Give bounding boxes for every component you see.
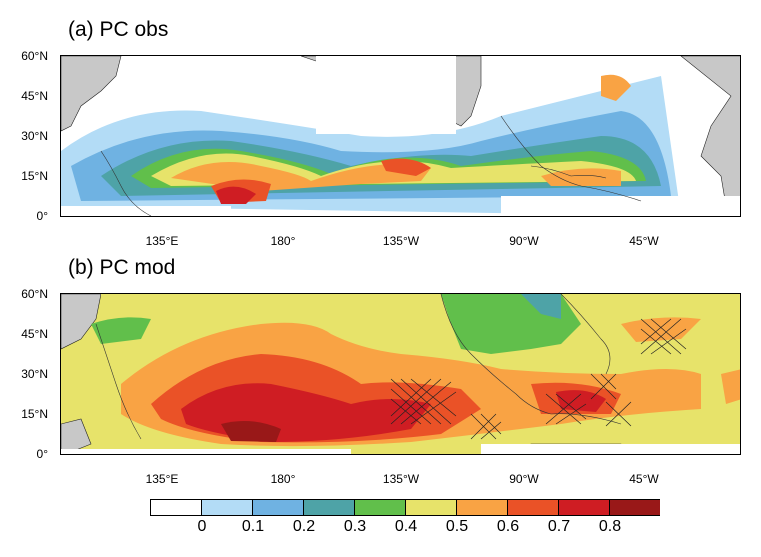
lon-label: 90°W (509, 472, 539, 486)
lon-label: 180° (270, 472, 296, 486)
lon-label: 135°W (382, 234, 420, 248)
lon-label: 45°W (629, 234, 659, 248)
panel-a-title: (a) PC obs (68, 18, 169, 41)
lon-label: 135°W (382, 472, 420, 486)
coastlines-mod (95, 294, 622, 440)
lat-label: 30°N (21, 129, 48, 143)
coastlines-obs (100, 115, 642, 216)
colorbar-swatch (354, 499, 406, 516)
lat-label: 60°N (21, 49, 48, 63)
lat-label: 60°N (21, 287, 48, 301)
colorbar-label: 0.2 (292, 518, 316, 535)
colorbar-swatch (405, 499, 457, 516)
colorbar-swatch (201, 499, 253, 516)
lat-label: 45°N (21, 89, 48, 103)
colorbar-swatch (558, 499, 610, 516)
colorbar-label: 0.4 (394, 518, 418, 535)
colorbar-label: 0.1 (241, 518, 265, 535)
colorbar-label: 0.5 (445, 518, 469, 535)
lon-label: 135°E (145, 472, 179, 486)
map-mod-plot (61, 294, 740, 454)
lon-label: 45°W (629, 472, 659, 486)
significance-hatching (390, 318, 687, 440)
lat-label: 30°N (21, 367, 48, 381)
map-obs-plot (61, 56, 740, 216)
lon-label: 135°E (145, 234, 179, 248)
colorbar-swatch (252, 499, 304, 516)
colorbar-swatch (609, 499, 660, 516)
colorbar-swatch (507, 499, 559, 516)
colorbar (150, 499, 660, 516)
colorbar-swatch (456, 499, 508, 516)
lat-label: 15°N (21, 407, 48, 421)
colorbar-label: 0.8 (598, 518, 622, 535)
panel-b-title: (b) PC mod (68, 256, 176, 279)
colorbar-swatch (303, 499, 355, 516)
missing-data-obs (61, 56, 740, 216)
missing-data-mod (61, 444, 740, 454)
colorbar-swatch (150, 499, 202, 516)
colorbar-label: 0.7 (547, 518, 571, 535)
lat-label: 45°N (21, 327, 48, 341)
colorbar-label: 0.3 (343, 518, 367, 535)
map-panel-mod (60, 293, 741, 455)
lat-label: 0° (36, 447, 48, 461)
lon-label: 90°W (509, 234, 539, 248)
colorbar-label: 0.6 (496, 518, 520, 535)
lon-label: 180° (270, 234, 296, 248)
colorbar-label: 0 (197, 518, 207, 535)
lat-label: 15°N (21, 169, 48, 183)
lat-label: 0° (36, 209, 48, 223)
contours-obs (61, 74, 681, 216)
map-panel-obs (60, 55, 741, 217)
